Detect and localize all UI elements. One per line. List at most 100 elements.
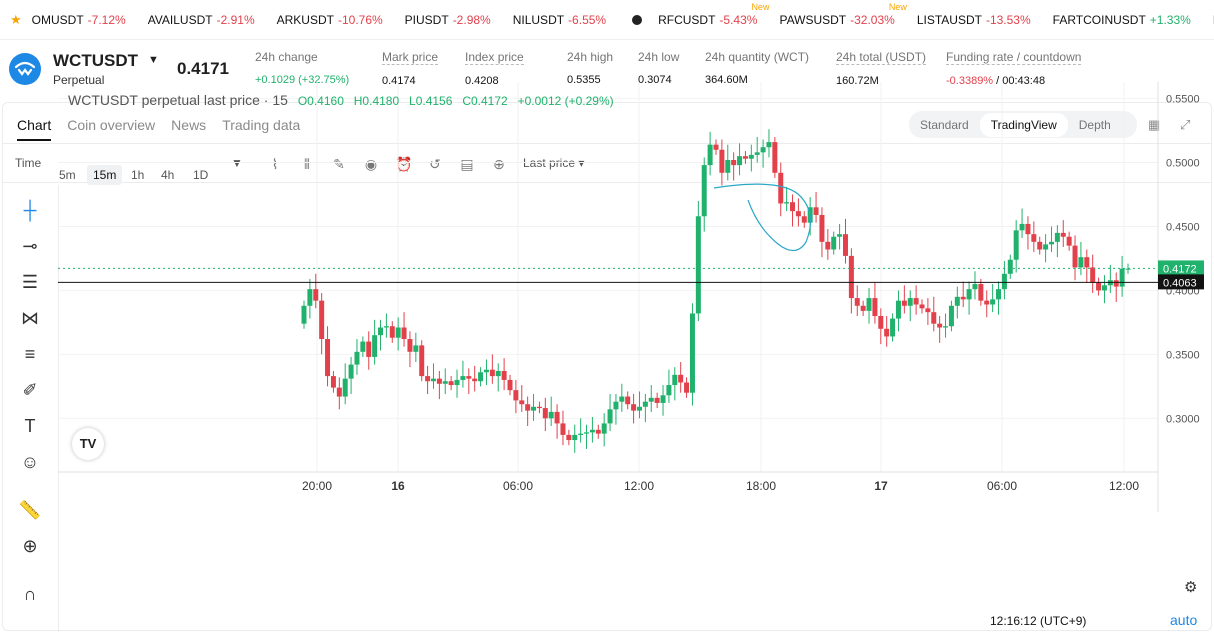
ticker-item[interactable]: RFCUSDT -5.43% New [658,2,769,27]
alarm-icon[interactable]: ⏰ [395,156,413,172]
new-badge: New [751,1,770,12]
auto-scale-button[interactable]: auto [1170,612,1198,628]
candle [454,369,460,398]
candle [901,285,907,314]
x-tick-label: 18:00 [746,479,776,493]
ticker-item[interactable]: AVAILUSDT -2.91% [148,13,255,27]
candle [1007,254,1013,279]
stat-5: 24h quantity (WCT) 364.60M [705,50,809,86]
legend-close: C0.4172 [462,94,508,108]
fib-icon[interactable]: ≡ [24,344,36,364]
draw-pencil-icon[interactable]: ✎ [333,156,345,172]
ticker-symbol: LAYERUSDT [1213,13,1214,27]
lines-icon[interactable]: ☰ [21,272,39,292]
mode-standard[interactable]: Standard [920,117,969,132]
candle [972,271,978,300]
ticker-item[interactable]: FARTCOINUSDT +1.33% [1053,13,1191,27]
undo-icon[interactable]: ↺ [429,156,441,172]
ticker-item[interactable]: LISTAUSDT -13.53% [917,13,1031,27]
candle [695,200,701,322]
ticker-item[interactable]: ARKUSDT -10.76% [277,13,383,27]
trend-line-icon[interactable]: ⊸ [22,236,38,256]
candle [442,368,448,394]
price-chart[interactable]: 0.55000.50000.45000.40000.35000.300020:0… [58,82,1214,522]
ticker-item[interactable]: PAWSUSDT -32.03% New [779,2,906,27]
brush-icon[interactable]: ✐ [22,380,38,400]
candle [589,417,595,443]
candle [489,354,495,384]
tab-news[interactable]: News [171,117,207,133]
zoom-in-icon[interactable]: ⊕ [22,536,38,556]
interval-5m[interactable]: 5m [59,168,76,182]
stat-value: 160.72M [836,75,879,87]
tradingview-logo[interactable]: TV [72,428,104,460]
candle [366,331,372,370]
symbol-name[interactable]: WCTUSDT [53,51,138,70]
candle [560,410,566,446]
candle [342,363,348,405]
drawn-curve[interactable] [713,183,812,252]
ticker-item[interactable]: LAYERUSDT [1213,13,1214,27]
ticker-item[interactable]: NILUSDT -6.55% [513,13,606,27]
calendar-icon[interactable]: ▤ [460,156,474,172]
ruler-icon[interactable]: 📏 [18,500,42,520]
ticker-item[interactable]: OMUSDT -7.12% [32,13,126,27]
magnet-icon[interactable]: ∩ [23,584,37,604]
add-compare-icon[interactable]: ⊕ [493,156,505,172]
symbol-dropdown-icon[interactable]: ▼ [148,54,159,66]
ticker-symbol: PAWSUSDT [779,12,847,27]
last-price-tag: 0.4172 [1158,260,1204,276]
candle [572,424,578,453]
layout-grid-icon[interactable]: ▦ [1148,117,1161,132]
candle [566,429,572,446]
emoji-icon[interactable]: ☺ [20,452,40,472]
indicator-icon[interactable]: ⌇ [271,156,279,172]
candle [1060,220,1066,247]
chart-settings-icon[interactable]: ⚙ [1184,579,1198,596]
stat-label: Index price [465,50,524,65]
candle [866,287,872,324]
candle [713,139,719,155]
ticker-item[interactable]: PIUSDT -2.98% [405,13,491,27]
text-tool-icon[interactable]: T [24,416,36,436]
chart-clock[interactable]: 12:16:12 (UTC+9) [990,614,1087,628]
crosshair-icon[interactable]: ┼ [23,200,37,220]
tab-trading-data[interactable]: Trading data [222,117,301,133]
mode-tradingview[interactable]: TradingView [979,112,1068,137]
ticker-change: -6.55% [568,12,607,27]
tab-coin-overview[interactable]: Coin overview [67,117,156,133]
candle [483,359,489,386]
candle [307,278,313,319]
candle [689,303,695,406]
interval-1h[interactable]: 1h [131,168,145,182]
interval-1D[interactable]: 1D [193,168,209,182]
candle [1037,236,1043,255]
candle-type-icon[interactable]: ⫴ [304,156,310,172]
candle [819,207,825,258]
interval-4h[interactable]: 4h [161,168,175,182]
candle [831,231,837,255]
tab-chart[interactable]: Chart [17,117,52,141]
camera-icon[interactable]: ◉ [364,156,378,172]
candle [895,290,901,332]
stat-6: 24h total (USDT) 160.72M [836,50,927,87]
star-icon[interactable]: ★ [10,11,22,27]
candle [1025,216,1031,250]
candle [1107,264,1113,293]
interval-15m[interactable]: 15m [87,165,123,185]
candle [436,370,442,400]
pattern-icon[interactable]: ⋈ [21,308,39,328]
candle [919,299,925,314]
candle [407,331,413,368]
candle [472,365,478,392]
candle [1096,277,1102,296]
mode-depth[interactable]: Depth [1078,117,1111,132]
candle [848,248,854,314]
fullscreen-icon[interactable]: ⤢ [1180,117,1191,132]
candle [731,152,737,181]
candle [495,363,501,392]
candle [1119,255,1125,297]
time-label[interactable]: Time [15,156,42,170]
ticker-symbol: FARTCOINUSDT [1052,12,1146,27]
chart-panel: Chart Coin overview News Trading data Stand… [2,102,1212,632]
